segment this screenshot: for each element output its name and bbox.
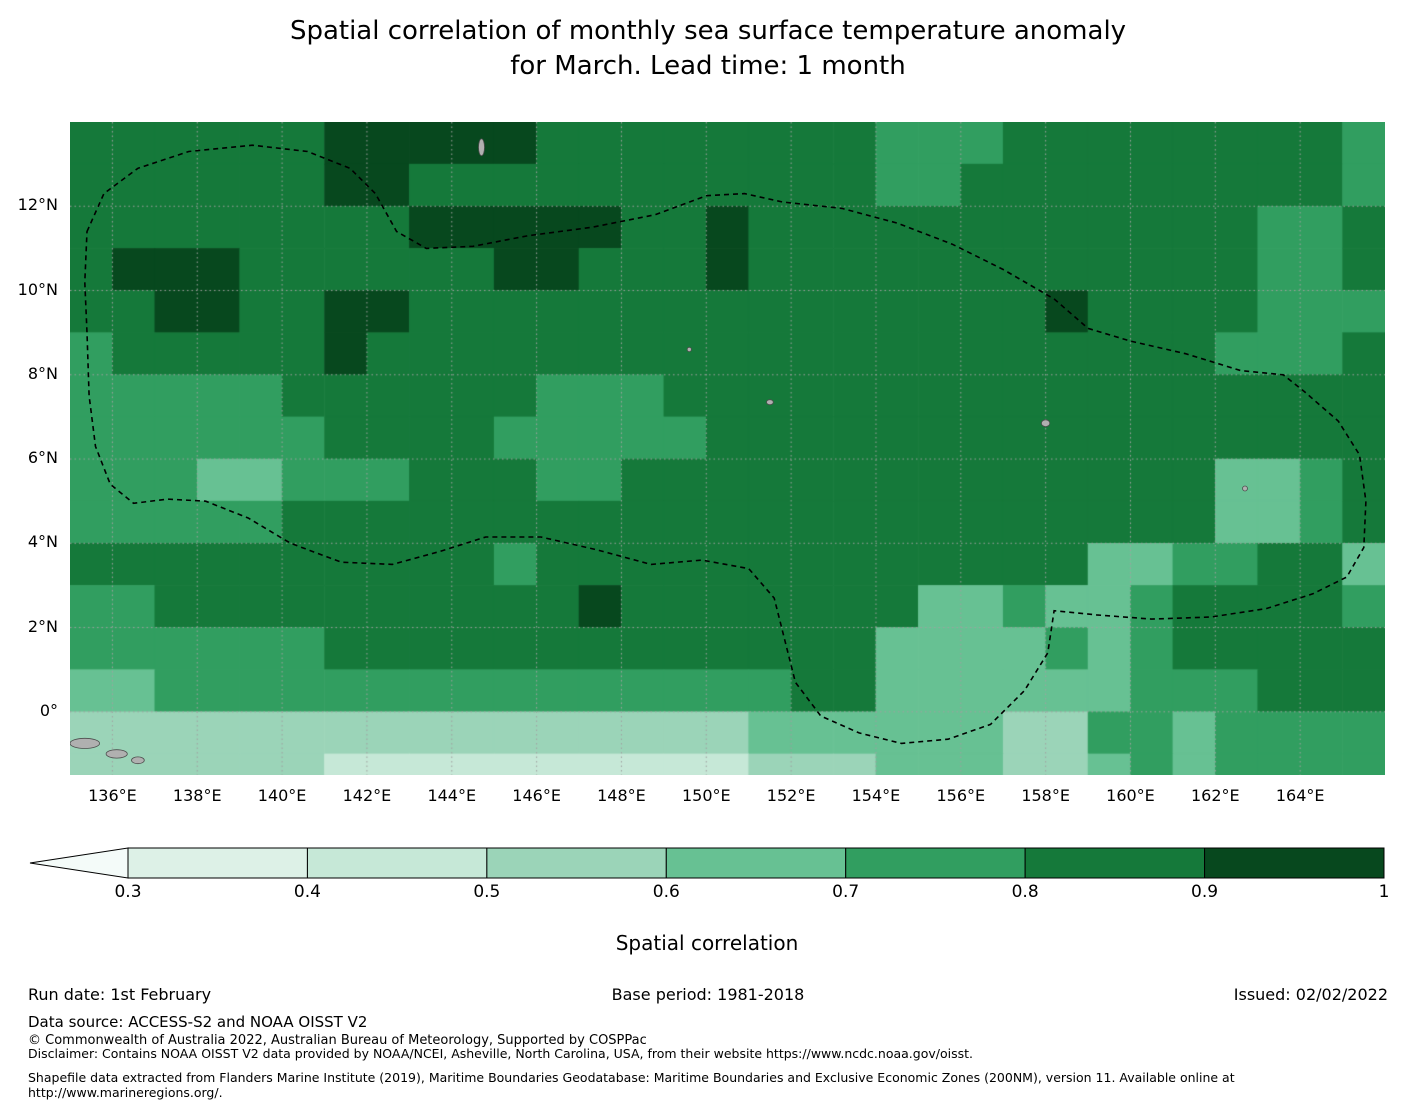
issued-date-text: Issued: 02/02/2022 (1233, 985, 1388, 1004)
x-tick-label: 152°E (766, 786, 816, 805)
x-tick-label: 154°E (851, 786, 901, 805)
y-tick-label: 0° (39, 700, 58, 720)
base-period-text: Base period: 1981-2018 (611, 985, 805, 1004)
x-tick-label: 136°E (88, 786, 137, 805)
colorbar-tick-label: 0.3 (114, 882, 142, 902)
colorbar-segment (665, 847, 847, 879)
colorbar-label: Spatial correlation (615, 931, 799, 955)
colorbar-tick-label: 0.9 (1191, 882, 1219, 902)
colorbar-tick-label: 0.5 (473, 882, 501, 902)
run-date-text: Run date: 1st February (28, 985, 212, 1004)
heatmap-canvas (70, 122, 1385, 775)
y-tick-label: 6°N (27, 448, 58, 468)
x-tick-label: 148°E (597, 786, 646, 805)
x-tick-label: 138°E (172, 786, 222, 805)
island-mark (1242, 485, 1248, 492)
map-overlay (70, 138, 1367, 765)
colorbar-segment (306, 847, 488, 879)
colorbar-tick-label: 0.8 (1011, 882, 1039, 902)
disclaimer-text: Disclaimer: Contains NOAA OISST V2 data … (28, 1046, 973, 1061)
y-tick-label: 8°N (27, 363, 58, 383)
shapefile-text: Shapefile data extracted from Flanders M… (28, 1070, 1235, 1100)
colorbar-tick-label: 0.4 (293, 882, 321, 902)
colorbar-tick-label: 0.6 (652, 882, 680, 902)
x-tick-label: 146°E (512, 786, 561, 805)
eez-boundary-line (83, 144, 1367, 745)
colorbar-segment (845, 847, 1026, 879)
y-tick-label: 10°N (17, 279, 58, 299)
island-mark (478, 138, 485, 157)
map-plot (70, 122, 1385, 775)
colorbar-segment (486, 847, 667, 879)
y-tick-label: 12°N (17, 195, 58, 215)
colorbar-segment (127, 847, 308, 879)
x-tick-label: 140°E (257, 786, 307, 805)
colorbar-tick-label: 1 (1378, 882, 1390, 902)
chart-title-line2: for March. Lead time: 1 month (510, 51, 906, 82)
island-mark (70, 737, 100, 749)
island-mark (686, 346, 692, 352)
island-mark (766, 399, 774, 406)
y-tick-label: 2°N (27, 616, 58, 636)
colorbar-segment (1204, 847, 1385, 879)
y-tick-label: 4°N (27, 532, 58, 552)
copyright-text: © Commonwealth of Australia 2022, Austra… (28, 1033, 647, 1048)
x-tick-label: 156°E (936, 786, 986, 805)
island-mark (131, 756, 145, 765)
chart-title: Spatial correlation of monthly sea surfa… (0, 14, 1416, 84)
x-tick-label: 162°E (1190, 786, 1240, 805)
island-mark (1040, 419, 1051, 428)
x-tick-label: 158°E (1021, 786, 1070, 805)
x-tick-label: 144°E (427, 786, 477, 805)
colorbar (29, 847, 1385, 879)
chart-title-line1: Spatial correlation of monthly sea surfa… (289, 16, 1127, 46)
colorbar-extend-arrow (29, 847, 129, 879)
island-mark (105, 749, 128, 759)
data-source-text: Data source: ACCESS-S2 and NOAA OISST V2 (28, 1013, 368, 1031)
x-tick-label: 164°E (1275, 786, 1325, 805)
colorbar-segment (1024, 847, 1206, 879)
x-tick-label: 150°E (681, 786, 731, 805)
colorbar-tick-label: 0.7 (832, 882, 860, 902)
x-tick-label: 160°E (1106, 786, 1155, 805)
x-tick-label: 142°E (342, 786, 392, 805)
